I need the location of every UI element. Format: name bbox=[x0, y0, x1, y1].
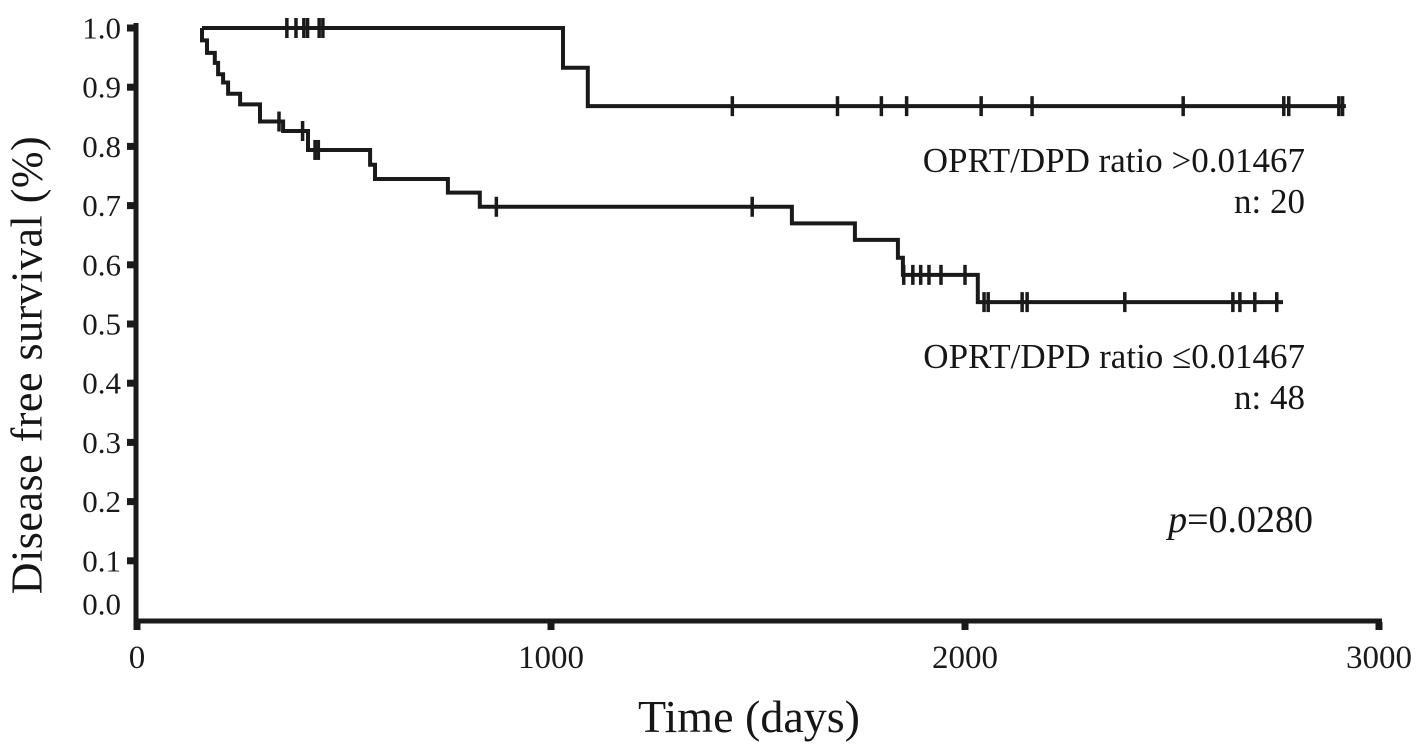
group-high-n: n: 20 bbox=[1234, 182, 1305, 221]
group-low-n: n: 48 bbox=[1234, 378, 1305, 417]
y-tick bbox=[127, 261, 135, 269]
y-tick bbox=[127, 498, 135, 506]
y-tick-label: 0.8 bbox=[82, 129, 121, 164]
y-tick bbox=[127, 202, 135, 210]
km-curve-high-ratio bbox=[202, 26, 1346, 109]
y-tick-label: 0.0 bbox=[82, 587, 121, 622]
y-tick bbox=[127, 379, 135, 387]
y-tick-label: 0.3 bbox=[82, 425, 121, 460]
p-value-text: =0.0280 bbox=[1187, 499, 1313, 541]
km-curve-low-ratio bbox=[200, 28, 1283, 305]
x-tick bbox=[1375, 622, 1383, 630]
x-tick bbox=[133, 622, 141, 630]
y-tick bbox=[127, 320, 135, 328]
y-axis-title: Disease free survival (%) bbox=[2, 135, 52, 595]
y-tick-label: 0.7 bbox=[82, 188, 121, 223]
y-tick bbox=[127, 24, 135, 32]
p-value-annotation: p=0.0280 bbox=[1168, 498, 1313, 542]
y-tick bbox=[127, 557, 135, 565]
group-high-label: OPRT/DPD ratio >0.01467 bbox=[922, 141, 1305, 180]
x-tick-label: 2000 bbox=[932, 640, 998, 676]
x-axis-title: Time (days) bbox=[638, 691, 860, 742]
y-tick-label: 0.6 bbox=[82, 247, 121, 282]
x-tick-label: 1000 bbox=[518, 640, 584, 676]
y-tick-label: 0.2 bbox=[82, 484, 121, 519]
y-tick bbox=[127, 438, 135, 446]
y-tick-label: 0.9 bbox=[82, 70, 121, 105]
y-tick-label: 0.4 bbox=[82, 366, 121, 401]
x-tick-label: 3000 bbox=[1346, 640, 1412, 676]
group-high-annotation: OPRT/DPD ratio >0.01467 n: 20 bbox=[923, 140, 1305, 222]
y-tick bbox=[127, 142, 135, 150]
y-tick-label: 0.5 bbox=[82, 307, 121, 342]
x-tick bbox=[961, 622, 969, 630]
y-tick-label: 1.0 bbox=[82, 11, 121, 46]
p-symbol: p bbox=[1168, 499, 1188, 541]
x-tick bbox=[547, 622, 555, 630]
group-low-annotation: OPRT/DPD ratio ≤0.01467 n: 48 bbox=[923, 336, 1305, 418]
y-tick-label: 0.1 bbox=[82, 543, 121, 578]
x-tick-label: 0 bbox=[129, 640, 146, 676]
group-low-label: OPRT/DPD ratio ≤0.01467 bbox=[923, 337, 1305, 376]
y-tick bbox=[127, 83, 135, 91]
